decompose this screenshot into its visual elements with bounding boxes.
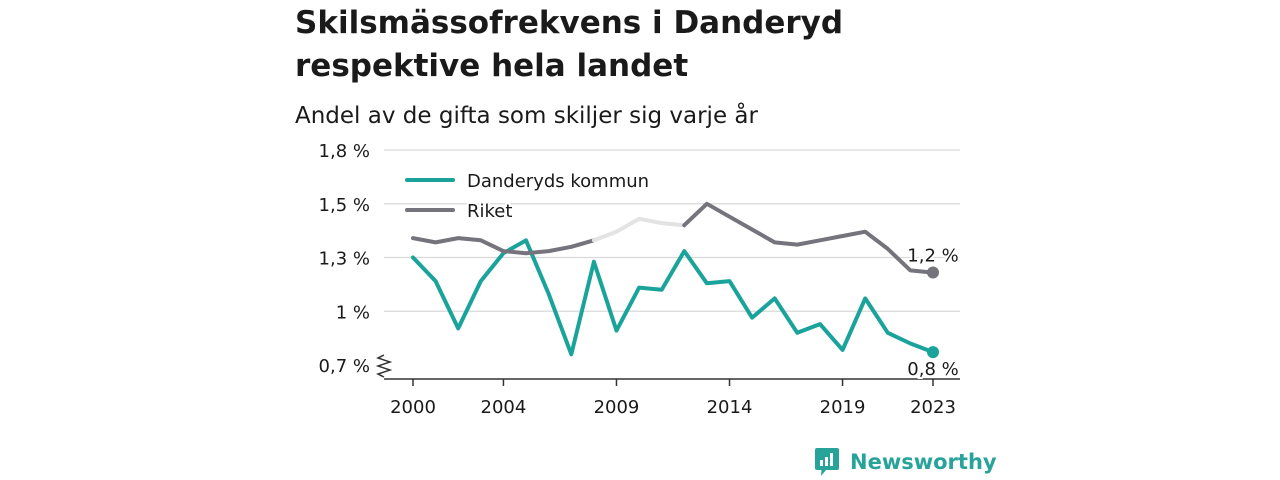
y-tick-label: 0,7 % — [319, 356, 370, 377]
series-line-riket-faded — [591, 216, 687, 243]
x-axis: 2000 2004 2009 2014 2019 2023 — [384, 378, 960, 418]
gridlines — [384, 149, 960, 312]
y-tick-label: 1,8 % — [319, 141, 370, 162]
y-tick-label: 1,5 % — [319, 195, 370, 216]
legend-label: Danderyds kommun — [467, 171, 649, 192]
x-tick-label: 2000 — [390, 397, 436, 418]
x-tick-label: 2009 — [594, 397, 640, 418]
y-tick-label: 1,3 % — [319, 249, 370, 270]
chart-subtitle: Andel av de gifta som skiljer sig varje … — [295, 103, 758, 129]
line-chart: 0,7 % 1 % 1,3 % 1,5 % 1,8 % 2000 2004 2009 2014… — [319, 141, 961, 418]
end-value-label: 1,2 % — [907, 246, 958, 267]
legend-label: Riket — [467, 201, 512, 222]
y-axis: 0,7 % 1 % 1,3 % 1,5 % 1,8 % — [319, 141, 393, 378]
series-line-riket — [682, 201, 935, 275]
series-lines — [411, 201, 939, 359]
newsworthy-logo: Newsworthy — [814, 445, 997, 479]
bar-chart-speech-bubble-icon — [815, 448, 839, 476]
end-labels: 0,8 % 1,2 % — [905, 244, 960, 383]
x-tick-label: 2023 — [910, 397, 956, 418]
chart-title: Skilsmässofrekvens i Danderyd respektive… — [295, 5, 844, 84]
x-tick-label: 2004 — [481, 397, 527, 418]
series-line-riket — [411, 236, 596, 256]
axis-break-icon — [375, 354, 393, 378]
x-tick-label: 2014 — [707, 397, 753, 418]
x-tick-label: 2019 — [820, 397, 866, 418]
brand-name: Newsworthy — [850, 450, 997, 474]
legend: Danderyds kommun Riket — [405, 169, 651, 224]
end-value-label: 0,8 % — [907, 359, 958, 380]
end-point-marker — [927, 346, 939, 359]
series-line-danderyd — [411, 238, 935, 357]
y-tick-label: 1 % — [336, 302, 370, 323]
end-point-marker — [927, 266, 939, 279]
